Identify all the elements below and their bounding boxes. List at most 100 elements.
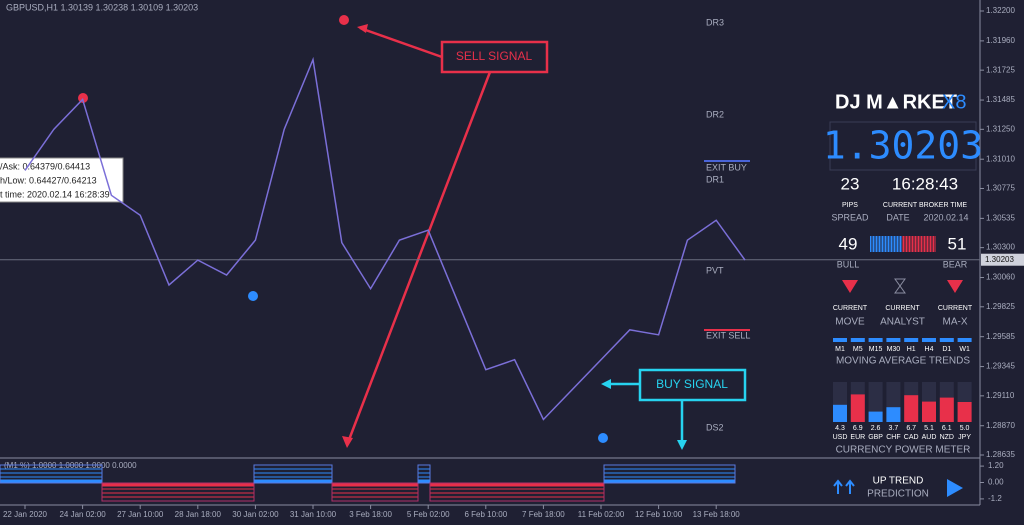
bear-label: BEAR	[943, 259, 968, 269]
y-tick-label: 1.31725	[986, 65, 1015, 74]
arrow-head	[601, 379, 611, 389]
date-label: DATE	[886, 212, 909, 222]
x-tick-label: 7 Feb 18:00	[522, 510, 565, 519]
sell-label-box	[440, 40, 549, 74]
up-arrows	[833, 479, 855, 494]
bear-bar	[902, 236, 936, 252]
meter-bar	[886, 407, 901, 422]
x-tick-label: 24 Jan 02:00	[59, 510, 106, 519]
y-tick-label: 1.29825	[986, 302, 1015, 311]
signal-label: ANALYST	[880, 317, 925, 328]
spread-unit: PIPS	[842, 202, 858, 209]
pivot-label: PVT	[706, 265, 724, 275]
meter-code: AUD	[922, 434, 937, 441]
x-tick-label: 5 Feb 02:00	[407, 510, 450, 519]
indicator-block	[101, 482, 255, 502]
meter-bar	[833, 404, 847, 422]
bull-label: BULL	[837, 259, 860, 269]
logo: DJ M▲RKET	[835, 91, 957, 113]
play-button[interactable]	[947, 479, 963, 497]
x-tick-label: 22 Jan 2020	[3, 510, 48, 519]
buy-icon	[598, 433, 608, 443]
arrow-head	[342, 436, 353, 448]
indicator-block	[429, 482, 605, 502]
dashboard-price: 1.30203	[823, 124, 983, 168]
meter-code: EUR	[850, 434, 865, 441]
signal-caption: CURRENT	[833, 305, 868, 312]
x-tick-label: 13 Feb 18:00	[693, 510, 741, 519]
bull-value: 49	[839, 234, 858, 253]
price-box	[829, 121, 977, 171]
meter-value: 4.3	[835, 425, 845, 432]
signal-caption: CURRENT	[885, 305, 920, 312]
meter-code: NZD	[940, 434, 954, 441]
meter-value: 6.7	[906, 425, 916, 432]
timeframe-label: M1	[835, 346, 845, 353]
indicator-block	[253, 464, 333, 484]
meter-code: JPY	[958, 434, 971, 441]
ma-x-signal	[947, 280, 963, 293]
trend-bar	[886, 338, 901, 342]
meter-bar	[922, 401, 936, 422]
y-tick-label: 1.32200	[986, 6, 1015, 15]
x-tick-label: 11 Feb 02:00	[578, 510, 625, 519]
meter-code: GBP	[868, 434, 883, 441]
signal-label: MA-X	[943, 317, 968, 328]
y-tick-label: 1.30300	[986, 243, 1015, 252]
meter-bar	[850, 394, 865, 422]
current-price-label: 1.30203	[985, 255, 1014, 264]
meter-bar	[939, 397, 954, 422]
meter-bar	[957, 402, 972, 422]
timeframe-label: W1	[959, 346, 970, 353]
arrow-head	[357, 24, 368, 33]
tooltip-line: /Ask: 0.64379/0.64413	[0, 161, 90, 171]
pivot-label: EXIT SELL	[706, 330, 750, 340]
y-tick-label: 1.31960	[986, 36, 1015, 45]
trend-bar	[850, 338, 865, 342]
meter-code: CHF	[886, 434, 900, 441]
meter-value: 3.7	[889, 425, 899, 432]
timeframe-label: H4	[925, 346, 934, 353]
y-tick-label: 1.30060	[986, 273, 1015, 282]
signal-caption: CURRENT	[938, 305, 973, 312]
pivot-label: DR2	[706, 109, 724, 119]
x-tick-label: 12 Feb 10:00	[635, 510, 683, 519]
buy-label-box	[638, 368, 747, 402]
meter-code: CAD	[904, 434, 919, 441]
timeframe-label: M15	[869, 346, 883, 353]
timeframe-label: M30	[887, 346, 901, 353]
indicator-tick-label: 1.20	[988, 461, 1004, 470]
current-price-box	[981, 253, 1024, 266]
arrow-head	[677, 440, 687, 450]
timeframe-label: M5	[853, 346, 863, 353]
prediction-line: PREDICTION	[867, 489, 929, 500]
signal-label: MOVE	[835, 317, 865, 328]
broker-time-caption: CURRENT BROKER TIME	[883, 202, 967, 209]
prediction-line: UP TREND	[873, 476, 924, 487]
trend-bar	[957, 338, 972, 342]
sell-arrow	[345, 26, 492, 446]
meter-value: 5.1	[924, 425, 934, 432]
pivot-label: DR3	[706, 17, 724, 27]
trend-bar	[868, 338, 883, 342]
x-tick-label: 6 Feb 10:00	[464, 510, 507, 519]
tooltip-line: t time: 2020.02.14 16:28:39	[0, 189, 110, 199]
meter-value: 2.6	[871, 425, 881, 432]
spread-label: SPREAD	[831, 212, 869, 222]
x-tick-label: 27 Jan 10:00	[117, 510, 164, 519]
date-value: 2020.02.14	[923, 212, 968, 222]
tooltip-line: h/Low: 0.64427/0.64213	[0, 175, 97, 185]
broker-time: 16:28:43	[892, 174, 958, 193]
indicator-block	[603, 464, 736, 484]
indicator-tick-label: -1.2	[988, 494, 1002, 503]
price-line	[24, 56, 746, 421]
y-tick-label: 1.28870	[986, 421, 1015, 430]
y-tick-label: 1.30775	[986, 184, 1015, 193]
y-tick-label: 1.28635	[986, 450, 1015, 459]
indicator-block	[0, 464, 103, 484]
indicator-tick-label: 0.00	[988, 478, 1004, 487]
trend-bar	[833, 338, 847, 342]
trend-bar	[939, 338, 954, 342]
meter-title: CURRENCY POWER METER	[836, 445, 971, 456]
